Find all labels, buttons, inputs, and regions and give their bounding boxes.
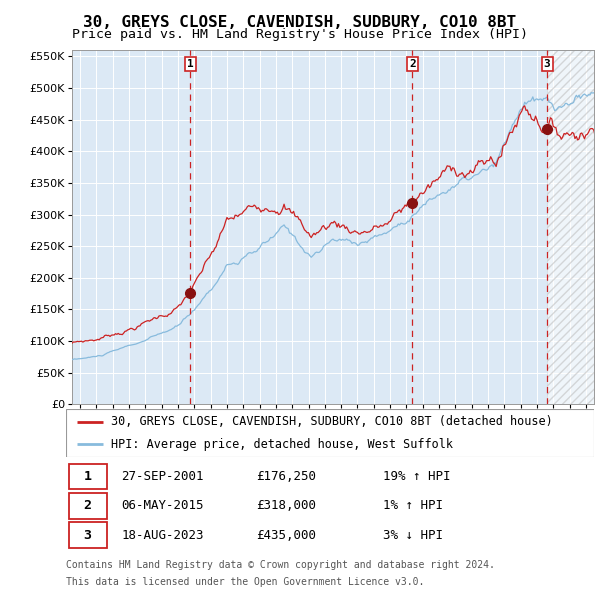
Text: Contains HM Land Registry data © Crown copyright and database right 2024.: Contains HM Land Registry data © Crown c… (66, 560, 495, 570)
Text: 19% ↑ HPI: 19% ↑ HPI (383, 470, 450, 483)
Text: Price paid vs. HM Land Registry's House Price Index (HPI): Price paid vs. HM Land Registry's House … (72, 28, 528, 41)
Text: 30, GREYS CLOSE, CAVENDISH, SUDBURY, CO10 8BT: 30, GREYS CLOSE, CAVENDISH, SUDBURY, CO1… (83, 15, 517, 30)
Text: 1: 1 (187, 59, 193, 69)
Text: 3: 3 (83, 529, 92, 542)
Bar (68, 493, 107, 519)
Text: 3% ↓ HPI: 3% ↓ HPI (383, 529, 443, 542)
Text: 3: 3 (544, 59, 551, 69)
Text: £318,000: £318,000 (256, 499, 316, 513)
Text: 1% ↑ HPI: 1% ↑ HPI (383, 499, 443, 513)
Bar (547, 50, 600, 404)
Text: 2: 2 (83, 499, 92, 513)
Text: £176,250: £176,250 (256, 470, 316, 483)
Text: 1: 1 (83, 470, 92, 483)
Text: This data is licensed under the Open Government Licence v3.0.: This data is licensed under the Open Gov… (66, 577, 424, 587)
Text: 06-MAY-2015: 06-MAY-2015 (121, 499, 204, 513)
Text: 30, GREYS CLOSE, CAVENDISH, SUDBURY, CO10 8BT (detached house): 30, GREYS CLOSE, CAVENDISH, SUDBURY, CO1… (111, 415, 553, 428)
Bar (68, 464, 107, 490)
Text: 27-SEP-2001: 27-SEP-2001 (121, 470, 204, 483)
Bar (68, 522, 107, 548)
Text: HPI: Average price, detached house, West Suffolk: HPI: Average price, detached house, West… (111, 438, 453, 451)
Text: 18-AUG-2023: 18-AUG-2023 (121, 529, 204, 542)
Text: 2: 2 (409, 59, 416, 69)
Text: £435,000: £435,000 (256, 529, 316, 542)
